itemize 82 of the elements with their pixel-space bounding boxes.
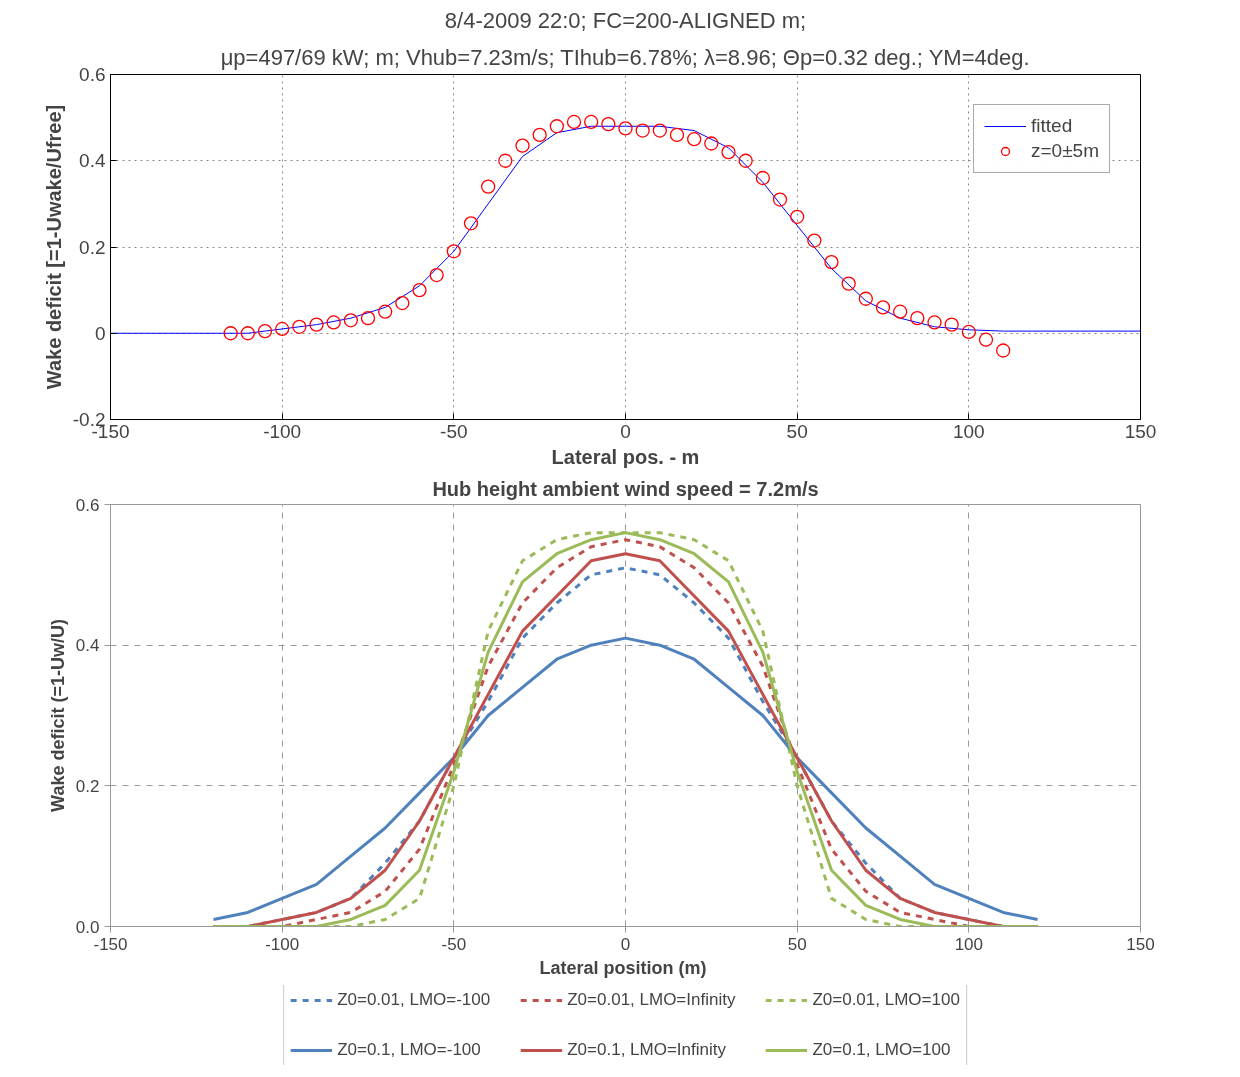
- point: [790, 209, 805, 224]
- point: [549, 119, 564, 134]
- legend-label: Z0=0.01, LMO=Infinity: [567, 990, 736, 1010]
- point: [652, 123, 667, 138]
- point: [463, 216, 479, 231]
- point: [257, 323, 273, 339]
- point: [223, 326, 238, 341]
- point: [360, 311, 376, 326]
- point: [858, 291, 873, 306]
- x-tick-label: -150: [93, 934, 128, 954]
- legend-label: Z0=0.1, LMO=-100: [337, 1040, 481, 1060]
- point: [669, 127, 685, 143]
- point: [635, 123, 650, 138]
- legend-label: Z0=0.1, LMO=Infinity: [567, 1040, 726, 1060]
- point: [601, 116, 616, 132]
- legend-label: Z0=0.01, LMO=-100: [337, 990, 491, 1010]
- y-tick-label: 0.6: [75, 495, 100, 515]
- x-tick-label: 100: [952, 420, 985, 442]
- point: [807, 233, 822, 248]
- chart-title: Hub height ambient wind speed = 7.2m/s: [432, 477, 819, 500]
- x-tick-label: -100: [263, 420, 302, 442]
- x-tick-label: -50: [441, 934, 467, 954]
- y-tick-label: 0.4: [75, 636, 100, 656]
- point: [618, 121, 633, 136]
- point: [721, 144, 736, 160]
- point: [738, 153, 753, 168]
- point: [910, 311, 925, 326]
- x-tick-label: 0: [620, 420, 631, 442]
- y-tick-label: 0.4: [79, 150, 106, 172]
- x-tick-label: -50: [440, 420, 468, 442]
- point: [687, 132, 702, 147]
- point: [772, 192, 788, 207]
- chart-title: 8/4-2009 22:0; FC=200-ALIGNED m;: [444, 7, 807, 33]
- point: [944, 317, 959, 332]
- point: [343, 313, 358, 328]
- x-tick-label: 100: [954, 934, 984, 954]
- point: [515, 138, 530, 153]
- point: [704, 136, 719, 151]
- point: [566, 114, 582, 130]
- point: [875, 300, 891, 315]
- point: [532, 127, 547, 143]
- point: [446, 244, 461, 259]
- y-tick-label: 0.2: [75, 776, 100, 796]
- point: [961, 324, 976, 340]
- y-tick-label: 0: [94, 322, 106, 344]
- y-tick-label: 0.0: [75, 917, 100, 937]
- point: [824, 254, 839, 270]
- x-tick-label: 150: [1126, 934, 1155, 954]
- point: [996, 343, 1011, 358]
- point: [927, 315, 942, 330]
- x-axis-title: Lateral position (m): [539, 957, 707, 978]
- chart-subtitle: μp=497/69 kW; m; Vhub=7.23m/s; TIhub=6.78%; λ=8.96; Θp=0.32 deg.; YM=4deg.: [220, 44, 1030, 70]
- point: [584, 114, 599, 130]
- point: [893, 304, 908, 319]
- y-tick-label: 0.2: [79, 236, 106, 258]
- point: [395, 295, 410, 311]
- point: [755, 170, 770, 186]
- y-axis-title: Wake deficit [=1-Uwake/Ufree]: [42, 104, 65, 390]
- y-tick-label: 0.6: [79, 64, 106, 85]
- point: [429, 267, 444, 283]
- x-tick-label: 150: [1124, 420, 1157, 442]
- x-axis-title: Lateral pos. - m: [551, 445, 700, 468]
- point: [240, 326, 255, 341]
- x-tick-label: -100: [265, 934, 300, 954]
- x-tick-label: 0: [620, 934, 631, 954]
- point: [841, 276, 856, 291]
- x-tick-label: 50: [787, 934, 807, 954]
- point: [412, 282, 427, 298]
- point: [481, 179, 496, 194]
- point: [378, 304, 393, 319]
- point: [292, 319, 307, 334]
- point: [326, 315, 341, 330]
- x-tick-label: 50: [786, 420, 808, 442]
- point: [275, 321, 290, 337]
- legend-label: z=0±5m: [1031, 140, 1099, 162]
- legend-label: Z0=0.1, LMO=100: [812, 1040, 951, 1060]
- point: [309, 317, 324, 332]
- y-axis-title: Wake deficit (=1-Uw/U): [47, 619, 68, 812]
- point: [978, 332, 994, 347]
- legend-label: fitted: [1031, 115, 1073, 137]
- point: [498, 153, 513, 168]
- legend-label: Z0=0.01, LMO=100: [812, 990, 960, 1010]
